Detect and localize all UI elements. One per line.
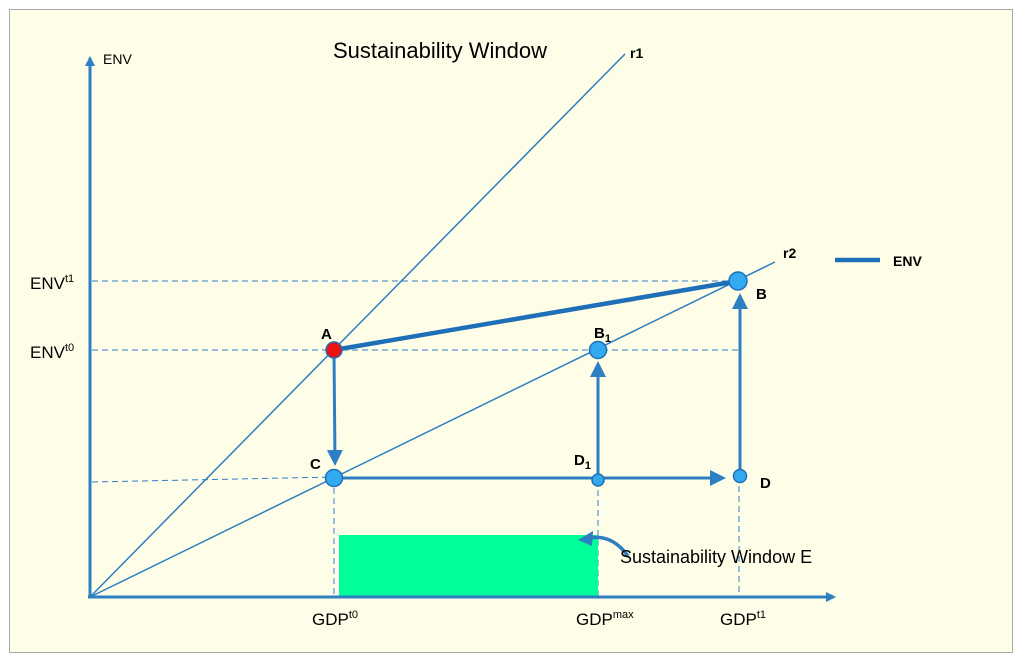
point-d1-label: D1: [574, 452, 591, 472]
point-d: [732, 468, 748, 484]
window-pointer-head: [578, 531, 593, 546]
point-a: [325, 341, 343, 359]
y-axis-label: ENV: [103, 51, 132, 67]
env-path-a-b: [333, 278, 739, 353]
x-tick-gdp-t1: GDPt1: [720, 609, 766, 629]
sustainability-window-label: Sustainability Window E: [620, 547, 812, 567]
sustainability-window-area: [339, 535, 598, 596]
point-b: [728, 271, 748, 291]
y-tick-env-t0: ENVt0: [30, 342, 74, 362]
arrow-a-to-c: [326, 352, 343, 466]
window-pointer-curve: [589, 535, 630, 558]
ray-r1-label: r1: [630, 45, 643, 61]
point-c-label: C: [310, 456, 321, 473]
guide-lines: [91, 280, 740, 596]
point-d1: [591, 473, 605, 487]
x-tick-gdp-t0: GDPt0: [312, 609, 358, 629]
point-b1-label: B1: [594, 325, 611, 345]
x-tick-gdp-max: GDPmax: [576, 609, 634, 629]
point-c: [324, 468, 344, 488]
point-a-label: A: [321, 326, 332, 343]
legend-label: ENV: [893, 253, 922, 269]
env-c-guide: [91, 476, 335, 483]
point-b-label: B: [756, 286, 767, 303]
ray-r2: [89, 261, 776, 598]
ray-r1: [89, 53, 626, 598]
y-tick-env-t1: ENVt1: [30, 273, 74, 293]
point-d-label: D: [760, 475, 771, 492]
point-b1: [588, 340, 608, 360]
ray-r2-label: r2: [783, 245, 796, 261]
diagram-title: Sustainability Window: [333, 38, 547, 63]
